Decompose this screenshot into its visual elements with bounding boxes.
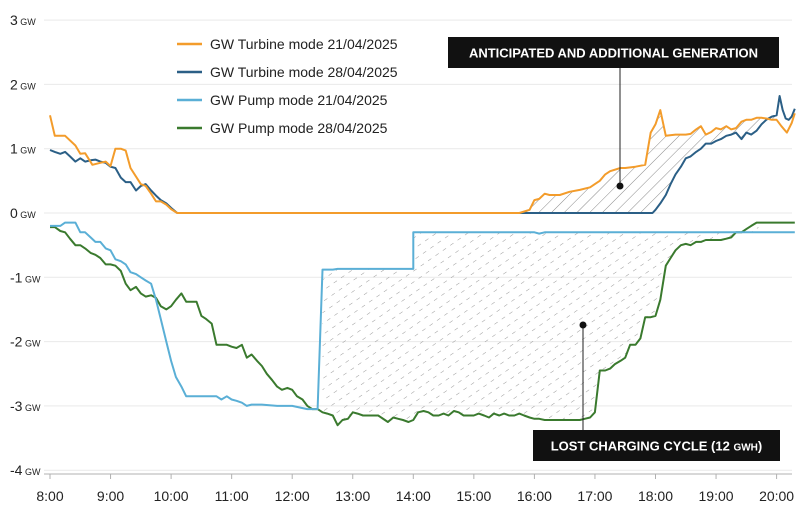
x-tick-label: 20:00 xyxy=(759,488,794,504)
series-line-1 xyxy=(49,95,796,214)
x-tick-label: 13:00 xyxy=(335,488,370,504)
callout-lost-text: LOST CHARGING CYCLE (12 GWH) xyxy=(551,439,763,454)
series-line-2 xyxy=(50,221,795,411)
y-tick-label: 3 GW xyxy=(10,12,36,28)
x-tick-label: 15:00 xyxy=(456,488,491,504)
y-tick-label: -2 GW xyxy=(10,334,41,350)
series-line-0 xyxy=(49,109,796,214)
x-axis: 8:00 9:00 10:00 11:00 12:00 13:00 14:00 15:00 16… xyxy=(36,473,794,504)
y-tick-label: 0 GW xyxy=(10,205,36,221)
callout-generation-box xyxy=(448,37,779,68)
legend-label: GW Turbine mode 21/04/2025 xyxy=(210,36,398,52)
lost-charging-area xyxy=(322,222,759,426)
series-line-3 xyxy=(50,221,795,427)
legend: GW Turbine mode 21/04/2025 GW Turbine mod… xyxy=(177,36,398,136)
legend-label: GW Turbine mode 28/04/2025 xyxy=(210,64,398,80)
x-tick-label: 8:00 xyxy=(36,488,63,504)
callout-lost-dot xyxy=(579,321,587,329)
callout-lost-box xyxy=(533,430,780,461)
callout-generation-text: ANTICIPATED AND ADDITIONAL GENERATION xyxy=(469,46,758,61)
x-tick-label: 19:00 xyxy=(699,488,734,504)
x-tick-label: 17:00 xyxy=(577,488,612,504)
x-tick-label: 12:00 xyxy=(275,488,310,504)
anticipated-generation-area xyxy=(525,110,777,213)
y-tick-label: -4 GW xyxy=(10,462,41,478)
x-tick-label: 10:00 xyxy=(154,488,189,504)
series-lines xyxy=(49,95,796,427)
x-tick-label: 11:00 xyxy=(215,488,249,504)
y-tick-label: 1 GW xyxy=(10,141,36,157)
x-tick-label: 16:00 xyxy=(517,488,552,504)
y-axis: 3 GW 2 GW 1 GW 0 GW -1 GW -2 GW -3 GW -4 GW xyxy=(10,12,41,478)
legend-label: GW Pump mode 21/04/2025 xyxy=(210,92,388,108)
y-tick-label: 2 GW xyxy=(10,76,36,92)
legend-label: GW Pump mode 28/04/2025 xyxy=(210,120,388,136)
y-tick-label: -3 GW xyxy=(10,398,41,414)
x-tick-label: 9:00 xyxy=(97,488,124,504)
callout-generation-dot xyxy=(616,182,624,190)
callout-lost-charging: LOST CHARGING CYCLE (12 GWH) xyxy=(533,321,780,461)
y-tick-label: -1 GW xyxy=(10,269,41,285)
x-tick-label: 18:00 xyxy=(638,488,673,504)
shaded-areas xyxy=(322,110,777,426)
callout-generation: ANTICIPATED AND ADDITIONAL GENERATION xyxy=(448,37,779,190)
x-tick-label: 14:00 xyxy=(396,488,431,504)
